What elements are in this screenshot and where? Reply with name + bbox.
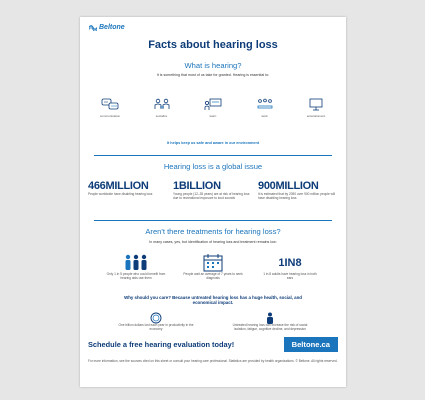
impact-desc: Untreated hearing loss can increase the … xyxy=(232,323,308,331)
brand-name: Beltone xyxy=(99,24,125,31)
treatments-subtitle: In many cases, yes, but identification o… xyxy=(149,240,277,244)
one-in-eight-icon: 1IN8 xyxy=(278,257,302,269)
page-title: Facts about hearing loss xyxy=(148,39,278,51)
info-sheet: Beltone Facts about hearing loss What is… xyxy=(80,17,346,387)
treatment-item: Only 1 in 5 people who could benefit fro… xyxy=(106,253,166,281)
what-heading: What is hearing? xyxy=(184,61,242,70)
stat-desc: It is estimated that by 2050 over 900 mi… xyxy=(258,192,336,200)
use-label: communication xyxy=(99,114,121,118)
treatment-item: People wait an average of 7 years to see… xyxy=(183,253,243,281)
people-group-icon xyxy=(125,254,147,270)
why-care-text: Why should you care? Because untreated h… xyxy=(124,295,302,306)
calendar-icon xyxy=(203,254,223,272)
impact-row: One billion dollars lost each year in pr… xyxy=(118,312,308,332)
treatment-item: 1IN8 1 in 8 adults have hearing loss in … xyxy=(260,253,320,281)
section-divider xyxy=(94,220,332,221)
treatments-row: Only 1 in 5 people who could benefit fro… xyxy=(106,253,320,281)
speech-bubbles-icon xyxy=(101,98,119,110)
safety-note: It helps keep us safe and aware in our e… xyxy=(166,141,260,145)
impact-item: One billion dollars lost each year in pr… xyxy=(118,312,194,332)
use-item: communication xyxy=(90,98,130,118)
people-talking-icon xyxy=(154,98,169,109)
use-label: socialize xyxy=(155,114,168,118)
hearing-uses-row: communication socialize learn xyxy=(90,98,336,118)
use-label: entertainment xyxy=(306,114,326,118)
brand-logo: Beltone xyxy=(89,24,125,31)
stat-desc: Young people (12–35 years) are at risk o… xyxy=(173,192,250,200)
use-item: socialize xyxy=(142,98,182,118)
use-label: learn xyxy=(209,114,217,118)
section-divider xyxy=(94,155,332,156)
footer-text: For more information, see the sources ci… xyxy=(88,359,338,363)
person-icon xyxy=(267,312,273,324)
stats-row: 466MILLION People worldwide have disabli… xyxy=(88,180,338,201)
coins-icon xyxy=(150,312,162,324)
what-subtitle: It is something that most of us take for… xyxy=(156,73,270,77)
stat-block: 1BILLION Young people (12–35 years) are … xyxy=(173,180,253,201)
cta-bar: Schedule a free hearing evaluation today… xyxy=(88,337,338,352)
stat-number: 900MILLION xyxy=(258,180,319,192)
global-heading: Hearing loss is a global issue xyxy=(163,162,263,171)
stat-desc: People worldwide have disabling hearing … xyxy=(88,192,153,196)
website-button[interactable]: Beltone.ca xyxy=(283,337,338,352)
treatment-desc: 1 in 8 adults have hearing loss in both … xyxy=(263,272,317,280)
monitor-icon xyxy=(309,98,323,111)
use-item: work xyxy=(245,98,285,118)
classroom-icon xyxy=(204,98,222,110)
stat-number: 466MILLION xyxy=(88,180,149,192)
use-item: learn xyxy=(193,98,233,118)
impact-item: Untreated hearing loss can increase the … xyxy=(232,312,308,332)
stat-block: 900MILLION It is estimated that by 2050 … xyxy=(258,180,338,201)
stat-number: 1BILLION xyxy=(173,180,221,192)
use-label: work xyxy=(261,114,268,118)
meeting-icon xyxy=(257,98,272,109)
impact-desc: One billion dollars lost each year in pr… xyxy=(118,323,194,331)
treatment-desc: Only 1 in 5 people who could benefit fro… xyxy=(106,272,166,280)
stat-block: 466MILLION People worldwide have disabli… xyxy=(88,180,168,201)
treatments-heading: Aren't there treatments for hearing loss… xyxy=(145,227,281,236)
treatment-desc: People wait an average of 7 years to see… xyxy=(183,272,243,280)
beltone-logo-icon xyxy=(89,25,97,31)
use-item: entertainment xyxy=(296,98,336,118)
cta-text: Schedule a free hearing evaluation today… xyxy=(88,340,235,349)
